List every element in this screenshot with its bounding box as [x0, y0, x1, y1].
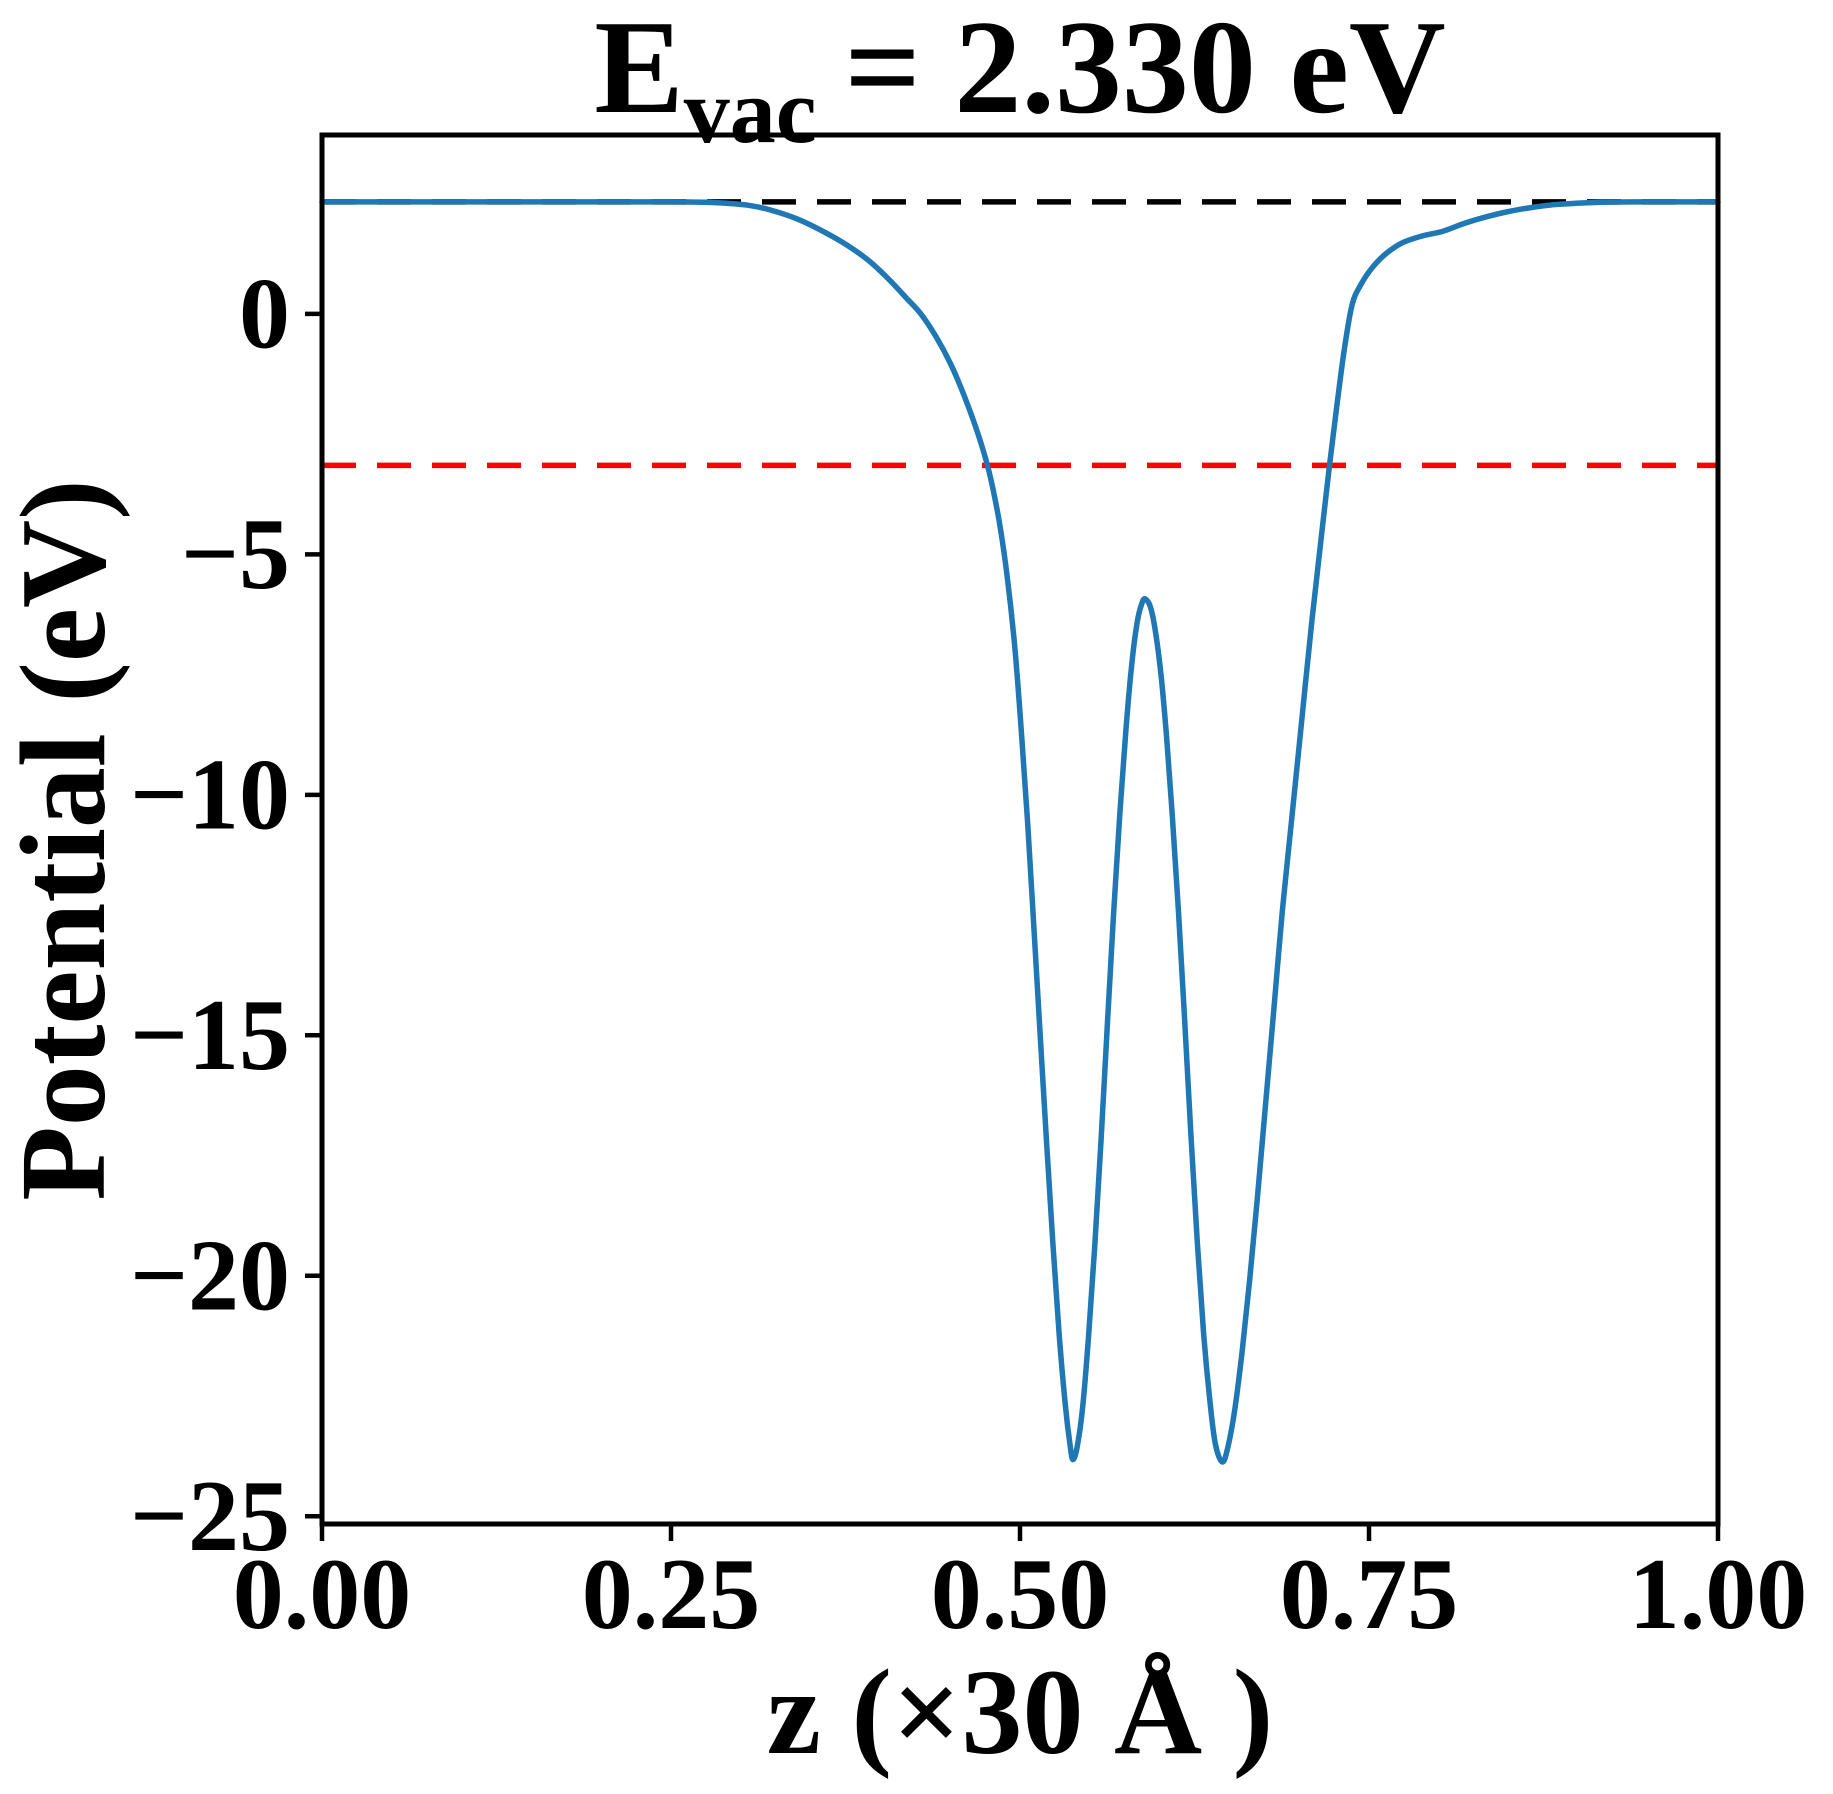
y-tick-label: −20: [130, 1219, 290, 1332]
x-tick-label: 0.00: [233, 1538, 412, 1651]
axes-frame: [319, 132, 1721, 1527]
axes-layer: [319, 132, 1721, 1527]
x-axis-label: z (×30 Å ): [767, 1645, 1274, 1780]
y-tick-label: 0: [239, 257, 290, 370]
y-tick-label: −10: [130, 738, 290, 851]
title-value: = 2.330 eV: [845, 0, 1446, 141]
title-subscript: vac: [684, 60, 817, 162]
plot-title: Evac = 2.330 eV: [594, 0, 1445, 162]
y-axis-label: Potential (eV): [0, 479, 131, 1201]
x-tick-label: 1.00: [1629, 1538, 1808, 1651]
ticks-layer: 0.00 0.25 0.50 0.75 1.00 0 −5 −10 −15 −20 −25: [130, 257, 1807, 1651]
y-tick-label: −15: [130, 979, 290, 1092]
y-tick-label: −25: [130, 1460, 290, 1573]
reference-lines-layer: [322, 199, 1718, 469]
title-symbol: E: [594, 0, 683, 141]
x-tick-label: 0.25: [582, 1538, 761, 1651]
y-tick-label: −5: [181, 498, 290, 611]
series-layer: [319, 199, 1721, 1465]
x-tick-label: 0.50: [931, 1538, 1110, 1651]
x-tick-label: 0.75: [1280, 1538, 1459, 1651]
planar-averaged-potential-curve: [319, 199, 1721, 1465]
